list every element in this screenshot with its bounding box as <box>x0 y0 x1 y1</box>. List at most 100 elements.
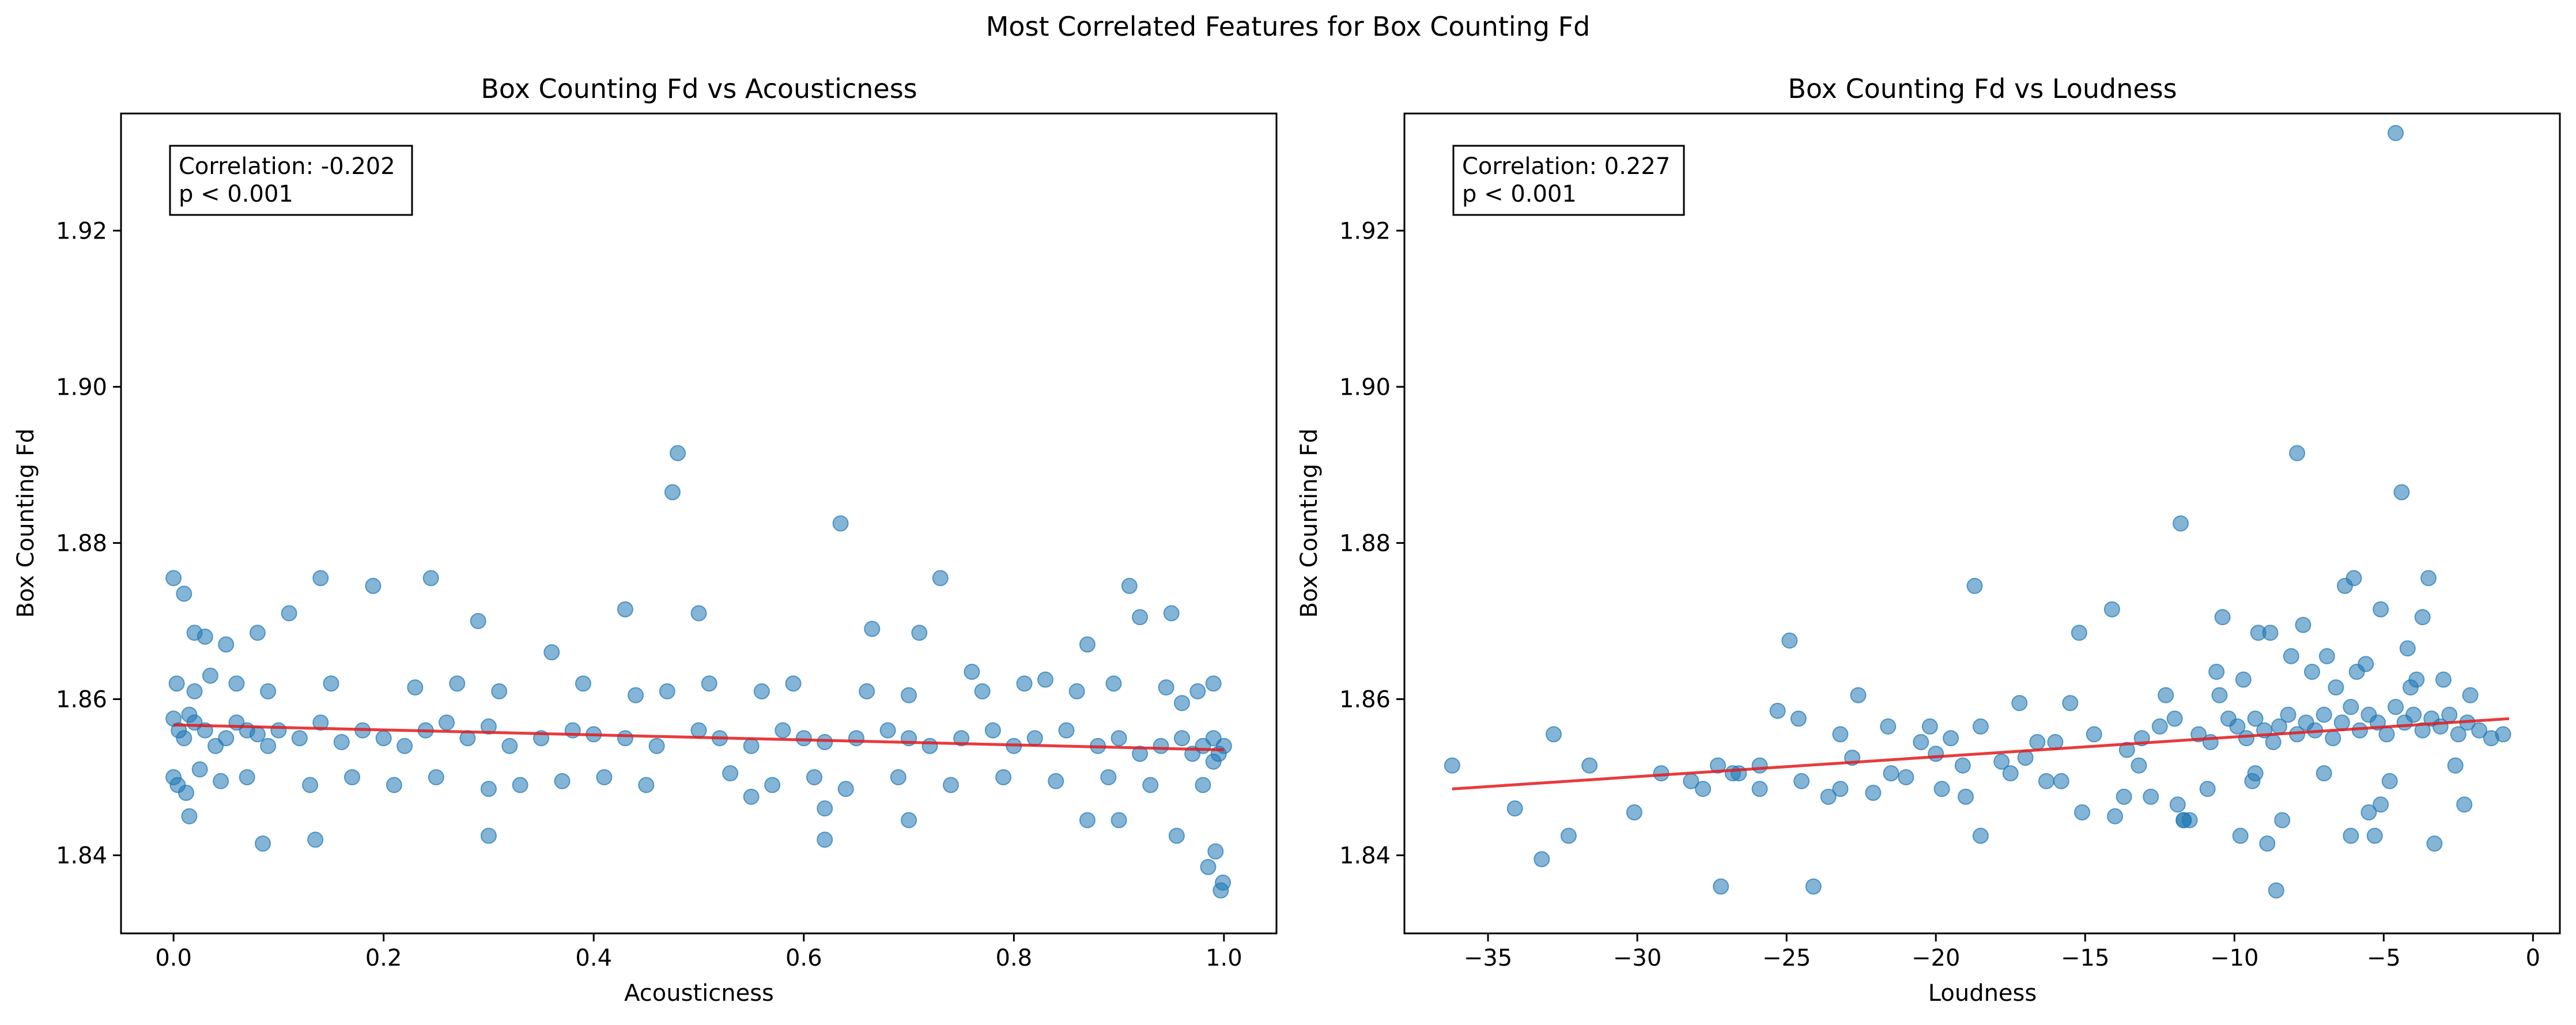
data-point <box>1132 746 1149 762</box>
data-point <box>176 585 192 602</box>
plot-frame <box>1403 112 2561 935</box>
data-point <box>2325 730 2341 747</box>
chart-title: Box Counting Fd vs Acousticness <box>481 73 917 104</box>
data-point <box>2116 788 2132 805</box>
annotation-line-1: Correlation: 0.227 <box>1462 153 1670 180</box>
data-point <box>2366 827 2383 844</box>
data-point <box>1173 695 1190 712</box>
annotation-line-2: p < 0.001 <box>1462 181 1577 207</box>
data-point <box>859 683 875 699</box>
x-tick-label: 0 <box>2526 945 2540 971</box>
x-tick-label: −35 <box>1464 945 1512 971</box>
data-point <box>911 625 928 641</box>
data-point <box>690 722 707 739</box>
x-tick-label: −5 <box>2367 945 2401 971</box>
data-point <box>218 730 235 747</box>
data-point <box>260 683 277 699</box>
data-point <box>2211 687 2228 703</box>
data-point <box>1820 788 1837 805</box>
data-point <box>2295 616 2311 633</box>
data-point <box>239 769 255 785</box>
data-point <box>795 730 812 747</box>
data-point <box>2214 609 2231 626</box>
data-point <box>617 601 633 618</box>
data-point <box>480 827 497 844</box>
data-point <box>2280 706 2297 723</box>
data-point <box>1883 765 1899 782</box>
data-point <box>1111 812 1127 829</box>
data-point <box>2388 698 2404 715</box>
chart-title: Box Counting Fd vs Loudness <box>1788 73 2177 104</box>
data-point <box>837 781 854 797</box>
data-point <box>396 737 413 754</box>
y-axis-label: Box Counting Fd <box>13 429 39 618</box>
data-point <box>670 445 686 462</box>
data-point <box>491 683 508 699</box>
data-point <box>2235 671 2252 688</box>
data-point <box>848 730 864 747</box>
data-point <box>543 644 560 661</box>
data-point <box>191 761 208 778</box>
data-point <box>2173 515 2189 532</box>
data-point <box>1037 671 1053 688</box>
data-point <box>2399 640 2416 657</box>
data-point <box>2166 710 2183 727</box>
data-point <box>1207 843 1224 860</box>
data-point <box>2038 773 2054 789</box>
data-point <box>1444 757 1460 774</box>
data-point <box>2175 812 2192 829</box>
annotation-box <box>169 145 413 216</box>
data-point <box>984 722 1001 739</box>
data-point <box>470 612 486 629</box>
data-point <box>2208 663 2225 680</box>
data-point <box>953 730 970 747</box>
y-axis-label: Box Counting Fd <box>1296 429 1323 618</box>
data-point <box>1709 757 1726 774</box>
data-point <box>1880 718 1897 735</box>
data-point <box>2450 726 2467 743</box>
data-point <box>2268 882 2284 899</box>
data-point <box>2151 718 2168 735</box>
x-tick-label: 0.4 <box>575 945 612 971</box>
data-point <box>2229 718 2246 735</box>
data-point <box>1173 730 1190 747</box>
data-point <box>2265 733 2282 750</box>
annotation-line-1: Correlation: -0.202 <box>179 153 395 180</box>
data-point <box>281 605 297 622</box>
data-point <box>1865 785 1882 801</box>
x-tick-label: −15 <box>2061 945 2109 971</box>
data-point <box>617 730 633 747</box>
data-point <box>2071 625 2087 641</box>
data-point <box>659 683 675 699</box>
data-point <box>197 629 213 645</box>
data-point <box>974 683 991 699</box>
data-point <box>1805 878 1822 895</box>
data-point <box>202 667 218 684</box>
data-point <box>2360 804 2377 820</box>
correlation-annotation: Correlation: 0.227 p < 0.001 <box>1452 145 1685 216</box>
data-point <box>2247 710 2264 727</box>
data-point <box>2426 835 2443 852</box>
data-point <box>1581 757 1598 774</box>
data-point <box>2435 671 2452 688</box>
data-point <box>333 733 350 750</box>
x-tick-label: −25 <box>1762 945 1811 971</box>
data-point <box>817 800 833 817</box>
data-point <box>2074 804 2091 820</box>
data-point <box>2447 757 2464 774</box>
x-tick-label: 0.0 <box>155 945 192 971</box>
data-point <box>785 675 802 692</box>
x-tick-label: 1.0 <box>1206 945 1242 971</box>
data-point <box>964 663 980 680</box>
data-point <box>2405 706 2422 723</box>
data-point <box>1533 851 1550 868</box>
data-point <box>2414 609 2431 626</box>
data-point <box>213 773 229 789</box>
data-point <box>2053 773 2069 789</box>
data-point <box>2378 726 2395 743</box>
data-point <box>1058 722 1075 739</box>
data-point <box>1832 781 1849 797</box>
data-point <box>1200 858 1217 875</box>
data-point <box>2029 733 2046 750</box>
